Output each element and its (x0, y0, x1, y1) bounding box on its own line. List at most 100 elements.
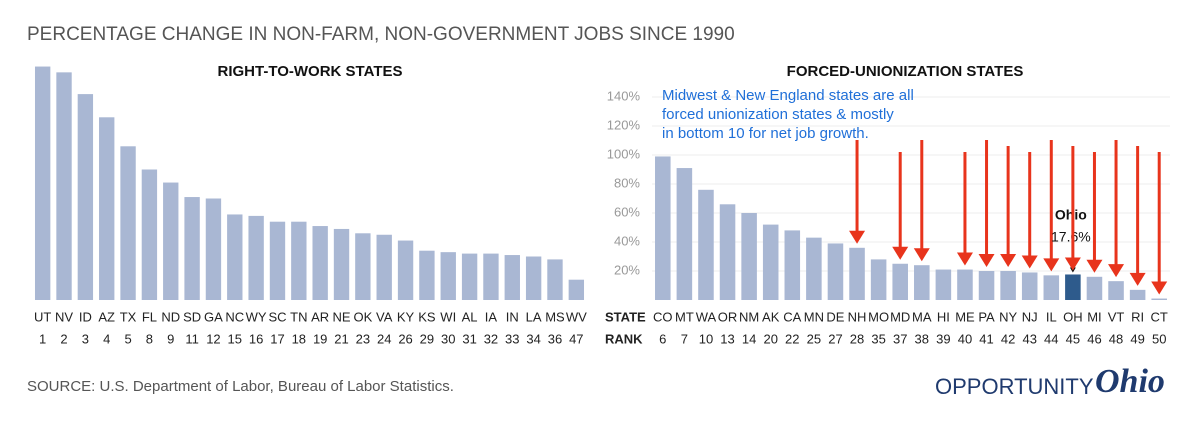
rank-label: 13 (720, 331, 734, 346)
rank-label: 11 (185, 331, 199, 346)
arrow-head (978, 254, 995, 267)
arrow-head (956, 252, 973, 266)
y-tick-label: 60% (614, 204, 640, 219)
x-tick-label: NJ (1022, 309, 1038, 324)
bar (957, 269, 973, 300)
bar (655, 156, 671, 300)
rank-label: 4 (103, 331, 110, 346)
x-tick-label: NH (848, 309, 867, 324)
rank-label: 41 (979, 331, 993, 346)
rank-label: 42 (1001, 331, 1015, 346)
bar (120, 146, 136, 300)
bar (291, 221, 307, 300)
rank-label: 35 (871, 331, 885, 346)
logo-script: Ohio (1095, 363, 1165, 400)
x-tick-label: ND (161, 309, 180, 324)
page-title: PERCENTAGE CHANGE IN NON-FARM, NON-GOVER… (27, 24, 735, 45)
bar (1151, 298, 1167, 300)
rank-label: 1 (39, 331, 46, 346)
x-tick-label: SC (268, 309, 286, 324)
rank-label: 10 (699, 331, 713, 346)
panel-title: FORCED-UNIONIZATION STATES (787, 63, 1024, 80)
bar (440, 252, 456, 300)
rank-label: 34 (526, 331, 540, 346)
rank-label: 9 (167, 331, 174, 346)
y-tick-label: 80% (614, 175, 640, 190)
bar (914, 265, 930, 300)
rank-label: 29 (420, 331, 434, 346)
rank-label: 6 (659, 331, 666, 346)
x-tick-label: WI (440, 309, 456, 324)
x-tick-label: KS (418, 309, 436, 324)
x-tick-label: GA (204, 309, 223, 324)
x-tick-label: ID (79, 309, 92, 324)
rank-label: 39 (936, 331, 950, 346)
bar (504, 255, 520, 300)
panel-title: RIGHT-TO-WORK STATES (218, 63, 403, 80)
bar (525, 256, 542, 300)
bar (376, 234, 392, 300)
bar (248, 215, 264, 300)
rank-label: 30 (441, 331, 455, 346)
bar (870, 259, 887, 300)
x-tick-label: CO (653, 309, 673, 324)
x-tick-label: RI (1131, 309, 1144, 324)
x-tick-label: WY (246, 309, 267, 324)
arrow-head (1000, 254, 1017, 267)
x-tick-label: TN (290, 309, 307, 324)
rank-label: 12 (206, 331, 220, 346)
x-tick-label: NC (225, 309, 244, 324)
rank-label: 43 (1022, 331, 1036, 346)
highlight-name: Ohio (1055, 207, 1087, 223)
rank-label: 25 (807, 331, 821, 346)
x-tick-label: AR (311, 309, 329, 324)
bar (56, 72, 72, 300)
bar (762, 224, 779, 300)
rank-label: 2 (60, 331, 67, 346)
y-tick-label: 120% (607, 117, 641, 132)
bar (269, 221, 286, 300)
rank-label: 8 (146, 331, 153, 346)
x-tick-label: CT (1151, 309, 1168, 324)
bar (547, 259, 563, 300)
arrow-head (913, 248, 930, 262)
bar (741, 213, 757, 300)
rank-label: 32 (484, 331, 498, 346)
state-row-label: STATE (605, 309, 646, 324)
bar (397, 240, 414, 300)
arrow-head (892, 246, 909, 260)
bar (1043, 275, 1060, 300)
arrow-head (1129, 272, 1146, 286)
x-tick-label: AK (762, 309, 780, 324)
rank-label: 49 (1130, 331, 1144, 346)
rank-label: 37 (893, 331, 907, 346)
x-tick-label: WA (696, 309, 717, 324)
rank-label: 28 (850, 331, 864, 346)
rank-label: 38 (915, 331, 929, 346)
rank-label: 26 (398, 331, 412, 346)
x-tick-label: VA (376, 309, 393, 324)
x-tick-label: MI (1087, 309, 1101, 324)
x-tick-label: KY (397, 309, 415, 324)
source: SOURCE: U.S. Department of Labor, Bureau… (27, 378, 454, 395)
rank-label: 22 (785, 331, 799, 346)
arrow-head (1086, 259, 1103, 273)
annotation: Midwest & New England states are all (662, 87, 914, 104)
bar (784, 230, 801, 300)
bar (676, 168, 693, 300)
bar (978, 271, 995, 300)
rank-label: 47 (569, 331, 583, 346)
x-tick-label: FL (142, 309, 157, 324)
x-tick-label: NE (332, 309, 350, 324)
x-tick-label: MD (890, 309, 910, 324)
rank-label: 19 (313, 331, 327, 346)
rank-label: 50 (1152, 331, 1166, 346)
x-tick-label: NV (55, 309, 73, 324)
bar (312, 226, 328, 300)
x-tick-label: AZ (98, 309, 115, 324)
arrow-head (1108, 264, 1125, 278)
rank-label: 40 (958, 331, 972, 346)
bar (333, 228, 350, 300)
rank-label: 36 (548, 331, 562, 346)
